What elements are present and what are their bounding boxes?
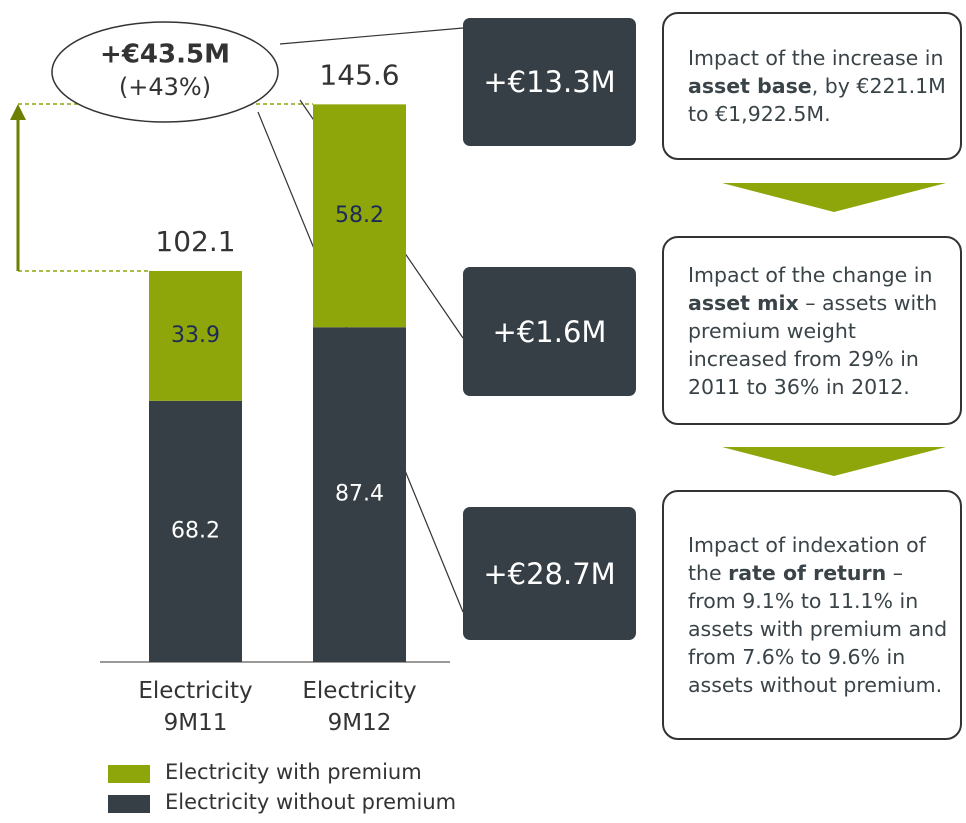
flow-arrow (722, 447, 946, 476)
note-part: Impact of the change in (688, 262, 933, 287)
note-bold: rate of return (728, 561, 887, 585)
legend-swatch (108, 795, 150, 813)
total-label: 145.6 (319, 58, 399, 91)
segment-label: 87.4 (335, 482, 384, 507)
x-tick-label: Electricity 9M11 (138, 678, 253, 736)
arrow-head (10, 104, 26, 120)
impact-amount: +€28.7M (463, 507, 636, 640)
segment-label: 33.9 (171, 323, 220, 348)
impact-note: Impact of indexation of the rate of retu… (662, 490, 962, 740)
x-tick-label: Electricity 9M12 (302, 678, 417, 736)
impact-amount: +€1.6M (463, 267, 636, 396)
impact-note: Impact of the increase in asset base, by… (662, 12, 962, 160)
note-part: Impact of indexation of the (688, 533, 926, 585)
legend-label: Electricity without premium (165, 790, 457, 814)
note-part: – assets with premium weight increased f… (688, 290, 938, 399)
impact-note: Impact of the change in asset mix – asse… (662, 236, 962, 425)
callout-ellipse (51, 21, 279, 123)
callout-amount: +€43.5M (100, 40, 230, 70)
note-text: Impact of indexation of the rate of retu… (688, 531, 950, 699)
segment-label: 58.2 (335, 203, 384, 228)
note-text: Impact of the increase in asset base, by… (688, 44, 950, 128)
note-part: , by €221.1M to €1,922.5M. (688, 74, 946, 126)
bar-segment (149, 400, 242, 662)
legend-label: Electricity with premium (165, 760, 422, 784)
connector (279, 27, 464, 45)
flow-arrow (722, 183, 946, 212)
callout-percent: (+43%) (119, 73, 211, 101)
impact-amount: +€13.3M (463, 18, 636, 146)
note-bold: asset base (688, 74, 812, 98)
bar-segment (149, 270, 242, 401)
legend-swatch (108, 765, 150, 783)
note-bold: asset mix (688, 290, 799, 315)
note-part: – from 9.1% to 11.1% in assets with prem… (688, 561, 948, 697)
bar-segment (313, 104, 406, 328)
total-label: 102.1 (155, 225, 235, 258)
segment-label: 68.2 (171, 518, 220, 543)
bar-segment (313, 327, 406, 662)
note-part: Impact of the increase in (688, 46, 944, 70)
note-text: Impact of the change in asset mix – asse… (688, 261, 950, 401)
